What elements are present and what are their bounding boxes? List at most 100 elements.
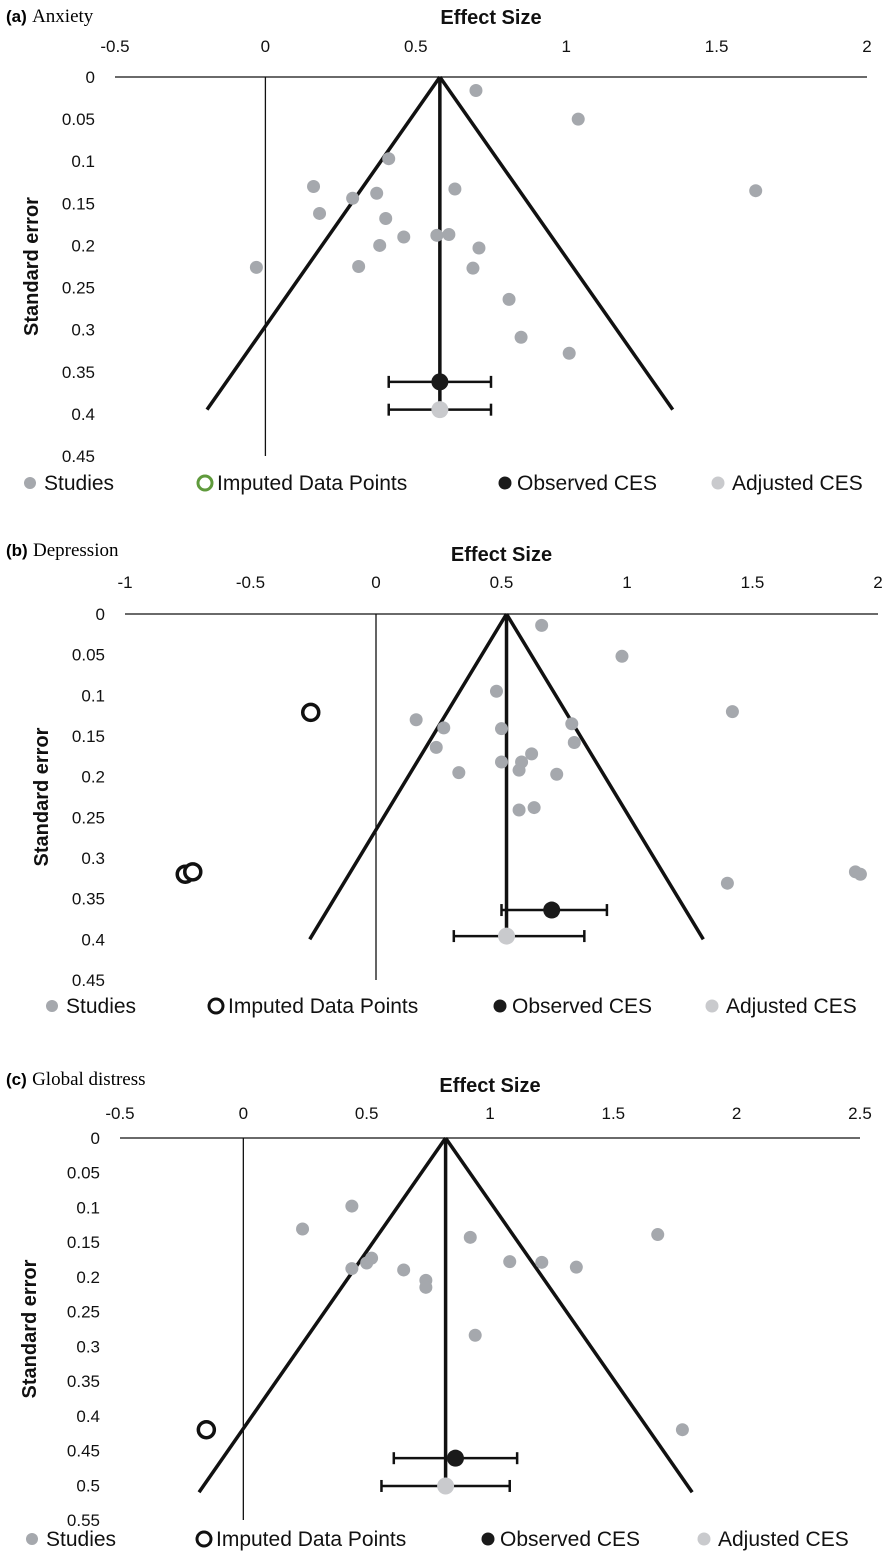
legend-studies-label: Studies [66, 995, 136, 1018]
study-point [409, 713, 423, 727]
panel-anxiety: (a) Anxiety Effect Size -0.5 0 0.5 1 1.5 2 0 0.0… [0, 0, 890, 510]
study-point [489, 684, 503, 698]
legend-imputed-label: Imputed Data Points [216, 1528, 406, 1551]
x-tick-label: 1 [485, 1104, 494, 1123]
y-tick-label: 0.1 [76, 1198, 100, 1217]
panel-name: Global distress [32, 1069, 146, 1090]
study-point [527, 801, 541, 815]
x-tick-label: 0.5 [404, 37, 428, 56]
study-point [468, 1328, 482, 1342]
observed-ces-point [446, 1449, 464, 1467]
study-point [720, 876, 734, 890]
y-tick-label: 0.2 [81, 768, 105, 787]
y-tick-label: 0.15 [72, 727, 105, 746]
funnel-left-line [197, 1137, 448, 1494]
funnel-right-line [505, 613, 705, 941]
study-point [345, 1262, 359, 1276]
study-point [249, 260, 263, 274]
x-tick-label: 1.5 [602, 1104, 626, 1123]
legend-observed-label: Observed CES [512, 995, 652, 1018]
study-point [442, 227, 456, 241]
legend-studies-marker [24, 477, 36, 489]
panel-letter: (b) [6, 541, 28, 560]
x-tick-label: 2.5 [848, 1104, 872, 1123]
study-point [749, 184, 763, 198]
study-point [463, 1230, 477, 1244]
study-point [429, 740, 443, 754]
study-point [379, 211, 393, 225]
legend-observed-label: Observed CES [517, 472, 657, 495]
x-axis-title: Effect Size [439, 1075, 540, 1097]
y-axis-title: Standard error [31, 727, 53, 866]
funnel-plot-depression: Effect Size -1 -0.5 0 0.5 1 1.5 2 0 0.05 0.1 0.15 0.… [31, 544, 883, 1018]
study-point [346, 191, 360, 205]
y-axis-title: Standard error [21, 197, 43, 336]
study-point [567, 736, 581, 750]
y-tick-label: 0.45 [72, 971, 105, 990]
panel-letter: (c) [6, 1070, 27, 1089]
legend-studies-marker [26, 1533, 38, 1545]
study-point [550, 767, 564, 781]
imputed-point [300, 702, 321, 723]
study-point [296, 1222, 310, 1236]
y-tick-label: 0.25 [72, 808, 105, 827]
adjusted-ces-point [437, 1477, 455, 1495]
study-point [472, 241, 486, 255]
study-point [495, 722, 508, 736]
x-tick-label: 2 [862, 37, 871, 56]
legend-imputed-marker [195, 1530, 213, 1548]
panel-letter: (a) [6, 7, 27, 26]
legend-adjusted-label: Adjusted CES [726, 995, 857, 1018]
study-point [562, 346, 576, 360]
y-tick-label: 0.2 [76, 1268, 100, 1287]
y-tick-label: 0.35 [67, 1372, 100, 1391]
panel-label: (a) Anxiety [6, 6, 93, 28]
x-axis-title: Effect Size [440, 7, 541, 29]
study-point [370, 186, 384, 200]
y-tick-label: 0 [91, 1129, 100, 1148]
y-tick-label: 0.45 [67, 1442, 100, 1461]
study-point [448, 182, 462, 196]
legend-observed-marker [498, 476, 512, 490]
study-point [725, 705, 739, 719]
adjusted-ces-point [431, 401, 449, 419]
legend-adjusted-marker [697, 1532, 711, 1546]
y-tick-label: 0.4 [76, 1407, 100, 1426]
study-point [569, 1260, 583, 1274]
study-point [514, 330, 528, 344]
legend-imputed-marker [196, 474, 214, 492]
study-point [512, 763, 526, 777]
y-tick-label: 0.35 [62, 363, 95, 382]
x-tick-label: -0.5 [105, 1104, 134, 1123]
x-tick-label: 2 [873, 573, 882, 592]
study-point [502, 292, 516, 306]
legend-adjusted-marker [711, 476, 725, 490]
study-point [535, 618, 549, 632]
y-tick-label: 0.25 [67, 1303, 100, 1322]
legend-studies-label: Studies [46, 1528, 116, 1551]
study-point [397, 1263, 411, 1277]
adjusted-ces-point [498, 927, 516, 945]
study-point [495, 755, 508, 769]
panel-label: (c) Global distress [6, 1069, 146, 1091]
funnel-plot-global-distress: Effect Size -0.5 0 0.5 1 1.5 2 2.5 0 0.05 0.1 0.15 0… [19, 1075, 872, 1551]
y-tick-label: 0.5 [76, 1476, 100, 1495]
study-point [397, 230, 411, 244]
y-tick-label: 0.3 [71, 321, 95, 340]
y-tick-label: 0.1 [81, 686, 105, 705]
funnel-right-line [444, 1137, 694, 1494]
study-point [571, 112, 585, 126]
y-tick-label: 0.05 [72, 646, 105, 665]
panel-depression: (b) Depression Effect Size -1 -0.5 0 0.5 1 1.5… [0, 510, 890, 1035]
x-tick-label: 1 [561, 37, 570, 56]
x-axis-title: Effect Size [451, 544, 552, 566]
study-point [512, 803, 526, 817]
y-tick-label: 0 [86, 68, 95, 87]
study-point [382, 152, 396, 166]
study-point [419, 1280, 433, 1294]
y-tick-label: 0.05 [62, 110, 95, 129]
y-tick-label: 0.4 [71, 405, 95, 424]
x-tick-label: 1.5 [705, 37, 729, 56]
x-tick-label: 1.5 [741, 573, 765, 592]
panel-label: (b) Depression [6, 540, 118, 562]
